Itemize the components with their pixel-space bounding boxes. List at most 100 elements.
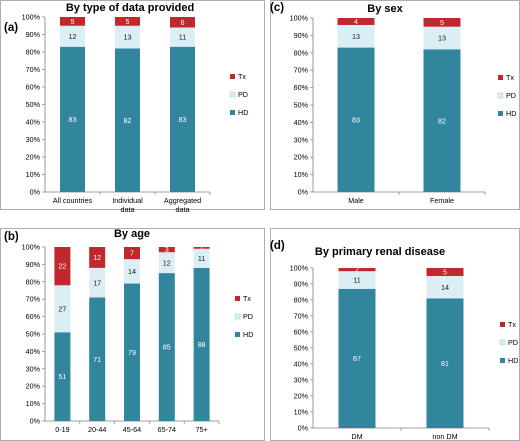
legend-label-hd: HD [508, 356, 518, 365]
y-tick-label: 50% [294, 101, 309, 110]
bar-segment-hd [115, 48, 140, 192]
bar-segment-tx [115, 17, 140, 26]
chart-panel-c: (c) By sex 0% 10% 20% 30% 40% 50% 60% 70% 80% 90% 10… [270, 0, 520, 210]
x-tick-label: 20-44 [88, 425, 106, 434]
legend-swatch-tx [498, 75, 503, 80]
x-tick-label: Female [430, 196, 454, 205]
y-tick-label: 10% [294, 170, 309, 179]
y-tick-label: 0% [30, 417, 41, 426]
data-label-hd: 87 [353, 354, 361, 363]
data-label-pd: 11 [198, 254, 205, 263]
legend-label-tx: Tx [506, 73, 514, 82]
bar-segment-hd [124, 283, 140, 421]
legend-label-hd: HD [243, 330, 253, 339]
y-tick-label: 10% [294, 408, 309, 417]
y-tick-label: 60% [294, 83, 309, 92]
bar-segment-hd [193, 267, 210, 421]
data-label-tx: 7 [130, 249, 134, 258]
y-tick-label: 100% [290, 264, 309, 273]
y-tick-label: 20% [294, 153, 309, 162]
panel-letter: (c) [270, 2, 285, 14]
y-tick-label: 100% [22, 13, 41, 22]
data-label-tx: 5 [126, 17, 130, 26]
bar-segment-tx [89, 247, 106, 268]
bar-segment-tx [124, 247, 140, 260]
data-label-tx: 2 [355, 265, 359, 274]
data-label-pd: 11 [353, 276, 360, 285]
legend-label-tx: Tx [243, 294, 251, 303]
data-label-tx: 6 [181, 18, 185, 27]
data-label-pd: 13 [352, 32, 360, 41]
y-tick-label: 90% [294, 280, 309, 289]
bar-segment-hd [54, 332, 71, 421]
x-tick-label: Male [348, 196, 364, 205]
bar-segment-hd [170, 46, 195, 192]
data-label-pd: 27 [58, 304, 66, 313]
x-tick-label: 65-74 [158, 425, 176, 434]
bar-segment-tx [423, 18, 461, 27]
y-tick-label: 30% [26, 364, 41, 373]
legend-label-pd: PD [506, 91, 516, 100]
chart-svg: 0% 10% 20% 30% 40% 50% 60% 70% 80% 90% 100% 83 13 4 Ma… [270, 0, 520, 210]
y-tick-label: 90% [294, 31, 309, 40]
legend-label-pd: PD [238, 90, 248, 99]
bar-segment-pd [60, 25, 85, 47]
y-tick-label: 70% [294, 66, 309, 75]
legend-swatch-pd [497, 92, 504, 99]
legend-label-pd: PD [508, 338, 518, 347]
y-tick-label: 90% [26, 30, 41, 39]
bar-segment-hd [423, 49, 461, 192]
panel-frame [0, 0, 265, 210]
y-tick-label: 60% [26, 83, 41, 92]
y-tick-label: 30% [294, 376, 309, 385]
y-tick-label: 10% [26, 170, 41, 179]
y-tick-label: 40% [26, 347, 41, 356]
data-label-tx: 5 [443, 268, 447, 277]
data-label-pd: 13 [438, 34, 446, 43]
bar-segment-pd [193, 248, 210, 268]
bar-segment-pd [54, 285, 71, 333]
bar-segment-tx [193, 247, 210, 249]
y-tick-label: 60% [26, 312, 41, 321]
legend-label-hd: HD [506, 109, 516, 118]
bar-segment-tx [337, 18, 375, 25]
bar-segment-pd [338, 271, 376, 289]
legend-label-pd: PD [243, 312, 253, 321]
data-label-tx: 1 [200, 243, 204, 252]
data-label-tx: 5 [440, 18, 444, 27]
data-label-hd: 88 [198, 340, 206, 349]
bar-segment-pd [89, 267, 106, 298]
y-tick-label: 80% [26, 277, 41, 286]
y-tick-label: 100% [22, 243, 41, 252]
y-tick-label: 90% [26, 260, 41, 269]
data-label-hd: 83 [352, 115, 360, 124]
bar-segment-pd [426, 276, 464, 299]
data-label-hd: 71 [93, 355, 101, 364]
legend-swatch-hd [235, 332, 240, 337]
legend-swatch-tx [500, 322, 505, 327]
y-tick-label: 40% [294, 360, 309, 369]
panel-letter: (a) [4, 22, 19, 34]
data-label-pd: 14 [128, 267, 136, 276]
y-tick-label: 20% [26, 382, 41, 391]
data-label-tx: 3 [165, 245, 169, 254]
legend-label-tx: Tx [238, 72, 246, 81]
data-label-hd: 82 [124, 116, 132, 125]
bar-segment-tx [158, 247, 175, 253]
y-tick-label: 80% [26, 48, 41, 57]
legend-swatch-tx [230, 74, 235, 79]
y-tick-label: 40% [26, 118, 41, 127]
y-tick-label: 100% [290, 14, 309, 23]
chart-title: By age [113, 228, 151, 240]
bar-segment-hd [60, 46, 85, 192]
y-tick-label: 30% [26, 135, 41, 144]
data-label-hd: 79 [128, 348, 136, 357]
bar-segment-pd [115, 25, 140, 49]
y-tick-label: 60% [294, 328, 309, 337]
y-tick-label: 30% [294, 135, 309, 144]
y-tick-label: 20% [294, 392, 309, 401]
x-tick-label: All countries [53, 196, 93, 205]
bar-segment-tx [426, 268, 464, 276]
data-label-pd: 12 [69, 32, 77, 41]
legend-swatch-pd [229, 91, 236, 98]
